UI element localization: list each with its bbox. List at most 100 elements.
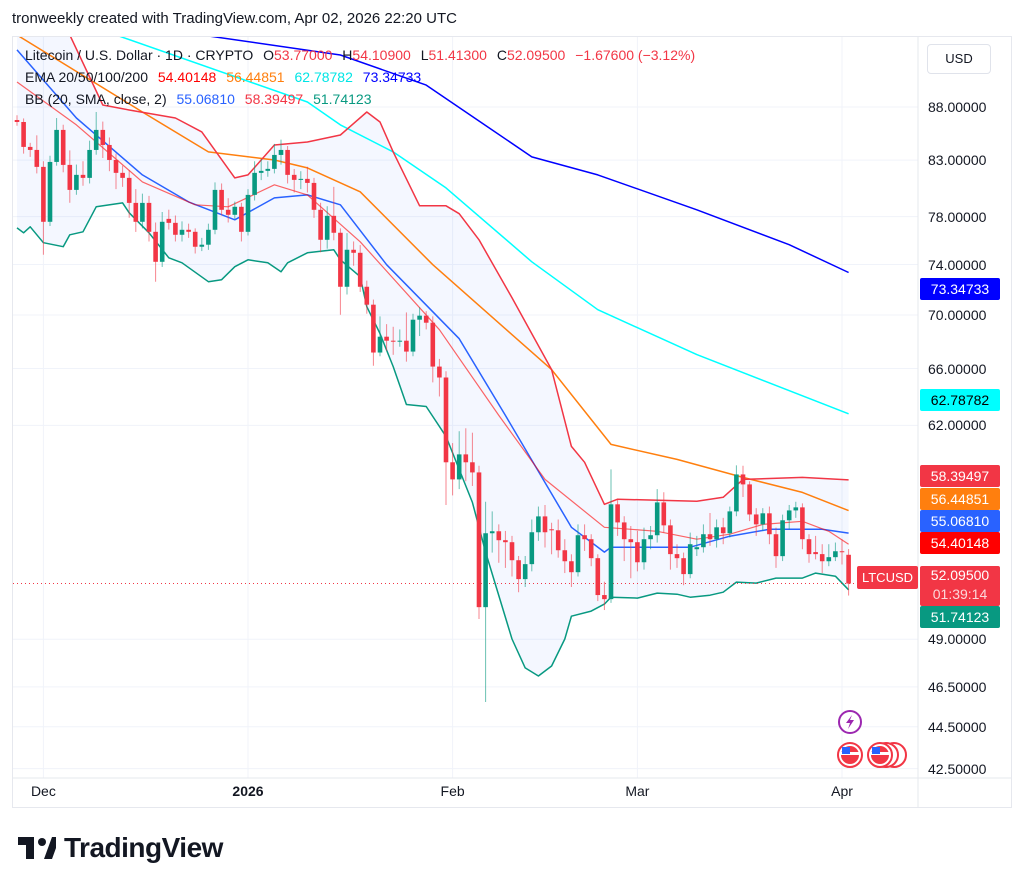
candle-body <box>826 557 832 562</box>
candle <box>489 511 495 553</box>
candle <box>357 245 363 292</box>
candle-body <box>291 174 297 180</box>
candle-body <box>588 539 594 559</box>
candle <box>443 371 449 505</box>
candle-body <box>582 535 587 540</box>
ema20-badge: 54.40148 <box>920 532 1000 554</box>
candle <box>760 508 766 531</box>
candle-body <box>166 218 172 223</box>
candle-body <box>470 462 475 473</box>
candle <box>159 212 165 267</box>
candle <box>265 161 271 177</box>
candle-body <box>813 552 818 555</box>
candle <box>140 193 145 229</box>
candle-body <box>753 514 759 525</box>
candle <box>192 228 198 254</box>
price-tick-label: 66.00000 <box>928 360 987 377</box>
candle <box>384 324 389 351</box>
candle-body <box>179 229 185 235</box>
candle <box>628 526 634 579</box>
candle <box>371 299 376 366</box>
candle-body <box>443 377 449 463</box>
candle <box>648 526 653 550</box>
candle-body <box>245 194 251 232</box>
high-value: 54.10900 <box>352 47 411 63</box>
chart-pane[interactable] <box>12 36 1012 808</box>
price-tick-label: 70.00000 <box>928 307 987 324</box>
candle <box>773 527 779 568</box>
candle <box>417 307 422 337</box>
candle <box>734 465 739 517</box>
price-tick-label: 42.50000 <box>928 760 987 777</box>
tradingview-logo[interactable]: TradingView <box>18 832 223 864</box>
time-tick-label: Mar <box>625 783 650 799</box>
candle <box>107 137 112 172</box>
candle-body <box>225 209 231 215</box>
candle-body <box>694 547 700 550</box>
candle <box>681 552 686 586</box>
last-price: 52.09500 <box>930 567 990 583</box>
price-tick-label: 74.00000 <box>928 256 987 273</box>
candle-body <box>648 535 653 540</box>
candle <box>476 465 482 620</box>
time-tick-label: Dec <box>30 783 56 799</box>
ema100-line <box>119 37 849 415</box>
candle <box>687 532 693 579</box>
price-tick-label: 49.00000 <box>928 631 987 648</box>
candle <box>21 118 26 154</box>
candle <box>833 542 838 562</box>
candle <box>278 139 284 165</box>
candle-body <box>608 504 614 600</box>
candle-body <box>654 502 660 536</box>
candle <box>87 140 92 184</box>
candle <box>654 489 660 543</box>
event-icons[interactable] <box>836 708 916 778</box>
grid-lines <box>13 37 918 778</box>
candle-body <box>767 513 772 535</box>
candle-body <box>324 215 330 240</box>
candle-body <box>476 472 482 608</box>
bb-basis-value: 55.06810 <box>176 91 235 107</box>
candle-body <box>133 202 139 222</box>
candle-body <box>463 454 469 463</box>
candle <box>113 153 119 190</box>
candle <box>186 223 191 238</box>
candle-body <box>800 507 805 540</box>
candle <box>542 504 548 548</box>
candle-body <box>384 336 389 341</box>
candle <box>549 522 554 555</box>
candle-body <box>417 315 422 320</box>
candle-body <box>318 209 323 240</box>
candle-body <box>14 120 20 122</box>
candle <box>305 166 310 193</box>
candle <box>509 535 515 577</box>
legend-ohlc: Litecoin / U.S. Dollar · 1D · CRYPTO O53… <box>25 47 701 63</box>
price-tick-label: 46.50000 <box>928 678 987 695</box>
brand-name: TradingView <box>64 832 223 863</box>
candle-body <box>186 229 191 232</box>
candle-body <box>575 535 581 573</box>
candle <box>839 539 845 565</box>
candle-body <box>456 454 462 480</box>
bb-upper-value: 58.39497 <box>244 91 304 107</box>
candle-body <box>107 144 112 160</box>
candle-body <box>423 315 429 323</box>
candle <box>747 481 752 522</box>
currency-button[interactable]: USD <box>927 44 991 74</box>
legend-bb[interactable]: BB (20, SMA, close, 2) 55.06810 58.39497… <box>25 91 378 107</box>
legend-ema[interactable]: EMA 20/50/100/200 54.40148 56.44851 62.7… <box>25 69 427 85</box>
candle-body <box>628 539 634 543</box>
bb-upper-badge: 58.39497 <box>920 465 1000 487</box>
candle <box>516 555 521 593</box>
candle <box>324 206 330 249</box>
ema200-line <box>210 37 849 274</box>
candle <box>456 431 462 490</box>
candle-body <box>173 222 178 235</box>
candle-body <box>272 154 277 169</box>
candle <box>74 164 79 195</box>
price-tick-label: 62.00000 <box>928 417 987 434</box>
candle <box>146 195 152 242</box>
candle-body <box>113 159 119 173</box>
candle <box>252 161 257 201</box>
